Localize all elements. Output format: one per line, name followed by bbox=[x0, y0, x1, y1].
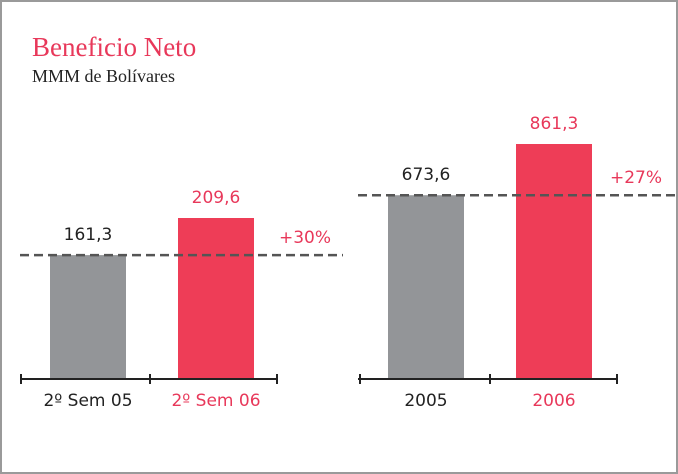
x-tick-label: 2º Sem 05 bbox=[43, 391, 132, 411]
x-tick-label: 2º Sem 06 bbox=[171, 391, 260, 411]
value-label: 861,3 bbox=[530, 114, 579, 134]
bar bbox=[516, 144, 592, 379]
chart-title: Beneficio Neto bbox=[32, 32, 196, 62]
value-label: 209,6 bbox=[192, 188, 241, 208]
bar bbox=[178, 218, 254, 379]
annotation: +27% bbox=[610, 168, 662, 188]
bar bbox=[50, 255, 126, 379]
chart-subtitle: MMM de Bolívares bbox=[32, 66, 175, 86]
x-tick-label: 2005 bbox=[404, 391, 447, 411]
value-label: 673,6 bbox=[402, 165, 451, 185]
x-tick-label: 2006 bbox=[532, 391, 575, 411]
annotation: +30% bbox=[279, 228, 331, 248]
value-label: 161,3 bbox=[64, 225, 113, 245]
bar bbox=[388, 195, 464, 379]
